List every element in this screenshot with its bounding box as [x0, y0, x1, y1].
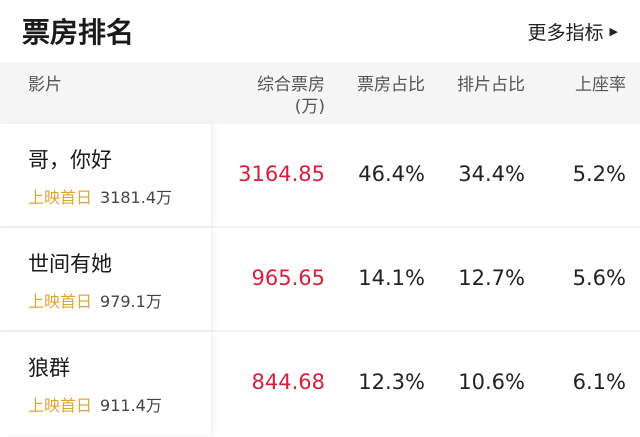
occupancy: 5.2% [572, 162, 626, 186]
col-box-office[interactable]: 综合票房 (万) [257, 75, 325, 117]
first-day-value: 911.4万 [100, 396, 162, 415]
box-office: 3164.85 [238, 162, 325, 186]
col-occupancy[interactable]: 上座率 [575, 75, 626, 95]
col-box-share[interactable]: 票房占比 [357, 75, 425, 95]
first-day-label: 上映首日 [28, 188, 93, 207]
film-cell: 世间有她 上映首日 979.1万 [0, 228, 212, 330]
table-header: 影片 综合票房 (万) 票房占比 排片占比 上座率 [0, 62, 640, 124]
col-film: 影片 [0, 62, 212, 124]
first-day-label: 上映首日 [28, 396, 93, 415]
page-title: 票房排名 [22, 16, 135, 49]
first-day-value: 979.1万 [100, 292, 162, 311]
row-divider [0, 330, 640, 332]
table-row[interactable]: 世间有她 上映首日 979.1万 965.65 14.1% 12.7% 5.6% [0, 228, 640, 330]
top-bar: 票房排名 更多指标 ▶ [0, 0, 640, 62]
box-office: 844.68 [251, 370, 325, 394]
film-name: 哥，你好 [28, 148, 112, 172]
box-share: 46.4% [358, 162, 425, 186]
table-row[interactable]: 狼群 上映首日 911.4万 844.68 12.3% 10.6% 6.1% [0, 332, 640, 434]
more-metrics-label: 更多指标 [527, 21, 604, 44]
screen-share: 34.4% [458, 162, 525, 186]
film-cell: 哥，你好 上映首日 3181.4万 [0, 124, 212, 226]
more-metrics-button[interactable]: 更多指标 ▶ [528, 18, 618, 45]
screen-share: 12.7% [458, 266, 525, 290]
triangle-right-icon: ▶ [609, 24, 618, 38]
first-day-label: 上映首日 [28, 292, 93, 311]
film-name: 世间有她 [28, 252, 112, 276]
film-name: 狼群 [28, 356, 70, 380]
table-row[interactable]: 哥，你好 上映首日 3181.4万 3164.85 46.4% 34.4% 5.2… [0, 124, 640, 226]
film-cell: 狼群 上映首日 911.4万 [0, 332, 212, 434]
first-day-value: 3181.4万 [100, 188, 173, 207]
screen-share: 10.6% [458, 370, 525, 394]
col-screen-share[interactable]: 排片占比 [457, 75, 525, 95]
box-share: 14.1% [358, 266, 425, 290]
row-divider [0, 226, 640, 228]
occupancy: 6.1% [572, 370, 626, 394]
occupancy: 5.6% [572, 266, 626, 290]
box-office: 965.65 [251, 266, 325, 290]
box-share: 12.3% [358, 370, 425, 394]
